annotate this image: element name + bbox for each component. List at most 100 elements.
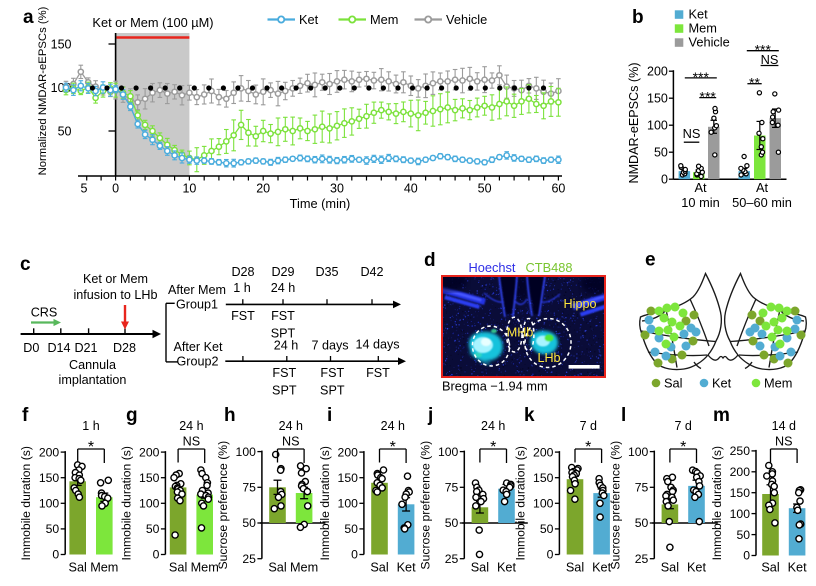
- svg-text:i: i: [327, 405, 332, 426]
- svg-text:Normalized NMDAR-eEPSCs (%): Normalized NMDAR-eEPSCs (%): [37, 6, 49, 175]
- svg-text:Sal: Sal: [664, 376, 683, 391]
- svg-text:200: 200: [533, 445, 554, 459]
- svg-text:k: k: [524, 405, 535, 426]
- svg-text:Sal: Sal: [471, 561, 489, 575]
- svg-text:0: 0: [661, 173, 668, 187]
- svg-text:50: 50: [478, 182, 492, 196]
- svg-text:Immobile duration (s): Immobile duration (s): [19, 446, 33, 560]
- svg-text:**: **: [749, 75, 760, 91]
- svg-text:NS: NS: [282, 435, 300, 449]
- svg-text:Mem: Mem: [689, 21, 717, 36]
- svg-text:implantation: implantation: [59, 373, 127, 387]
- svg-text:h: h: [224, 405, 236, 426]
- svg-text:Ket or Mem (100 µM): Ket or Mem (100 µM): [92, 15, 213, 30]
- svg-text:24 h: 24 h: [381, 419, 405, 433]
- svg-text:FST: FST: [272, 366, 296, 380]
- svg-text:30: 30: [330, 182, 344, 196]
- svg-text:Cannula: Cannula: [69, 358, 116, 372]
- svg-text:Sucrose preference (%): Sucrose preference (%): [418, 441, 432, 570]
- svg-text:Group2: Group2: [176, 355, 218, 369]
- svg-text:***: ***: [700, 89, 717, 105]
- svg-text:Immobile duration (s): Immobile duration (s): [513, 446, 527, 560]
- svg-text:At: At: [756, 180, 769, 195]
- svg-text:Group1: Group1: [176, 298, 218, 312]
- svg-text:24 h: 24 h: [179, 419, 203, 433]
- svg-text:Ket or Mem: Ket or Mem: [83, 272, 148, 286]
- svg-text:NMDAR-eEPSCs (%): NMDAR-eEPSCs (%): [627, 62, 641, 183]
- svg-text:24 h: 24 h: [271, 281, 296, 295]
- svg-text:250: 250: [730, 444, 751, 458]
- svg-text:Hoechst: Hoechst: [469, 260, 516, 275]
- svg-text:Ket: Ket: [712, 376, 732, 391]
- svg-text:Sal: Sal: [169, 561, 187, 575]
- svg-text:FST: FST: [231, 309, 255, 323]
- svg-text:Immobile duration (s): Immobile duration (s): [119, 446, 133, 560]
- svg-text:Sal: Sal: [761, 561, 779, 575]
- svg-text:LHb: LHb: [537, 351, 560, 365]
- svg-text:0: 0: [52, 548, 59, 562]
- svg-text:150: 150: [533, 471, 554, 485]
- svg-text:CTB488: CTB488: [526, 260, 573, 275]
- svg-text:*: *: [680, 439, 686, 456]
- svg-text:50: 50: [654, 146, 668, 160]
- svg-text:0: 0: [743, 549, 750, 563]
- svg-text:j: j: [427, 405, 433, 426]
- svg-text:100: 100: [236, 445, 257, 459]
- svg-text:D0: D0: [23, 341, 39, 355]
- svg-text:l: l: [621, 405, 626, 426]
- svg-text:*: *: [585, 439, 591, 456]
- svg-text:100: 100: [39, 497, 60, 511]
- svg-text:D35: D35: [315, 265, 338, 279]
- svg-text:0: 0: [112, 182, 119, 196]
- svg-text:100: 100: [628, 445, 649, 459]
- svg-text:Sal: Sal: [566, 561, 584, 575]
- svg-text:Ket: Ket: [788, 561, 808, 575]
- svg-text:100: 100: [338, 497, 359, 511]
- svg-text:a: a: [23, 7, 34, 28]
- svg-text:5: 5: [81, 182, 88, 196]
- svg-text:7 d: 7 d: [675, 419, 692, 433]
- svg-text:Mem: Mem: [370, 12, 398, 27]
- svg-text:200: 200: [730, 465, 751, 479]
- svg-text:D42: D42: [360, 265, 383, 279]
- svg-text:150: 150: [338, 471, 359, 485]
- svg-text:D21: D21: [74, 341, 97, 355]
- svg-text:Vehicle: Vehicle: [446, 12, 487, 27]
- svg-text:14 d: 14 d: [772, 419, 796, 433]
- svg-text:75: 75: [242, 481, 256, 495]
- svg-text:25: 25: [242, 552, 256, 566]
- svg-text:Time (min): Time (min): [290, 196, 351, 211]
- svg-text:75: 75: [635, 481, 649, 495]
- svg-text:10: 10: [182, 182, 196, 196]
- svg-text:FST: FST: [366, 366, 390, 380]
- svg-text:e: e: [645, 250, 656, 271]
- svg-text:50: 50: [540, 522, 554, 536]
- svg-text:0: 0: [351, 548, 358, 562]
- svg-text:m: m: [713, 405, 730, 426]
- svg-text:Ket: Ket: [299, 12, 319, 27]
- svg-text:g: g: [126, 405, 138, 426]
- svg-text:150: 150: [51, 38, 72, 52]
- svg-text:40: 40: [404, 182, 418, 196]
- svg-text:Sal: Sal: [370, 561, 388, 575]
- svg-text:NS: NS: [683, 126, 701, 141]
- svg-text:D14: D14: [47, 341, 70, 355]
- svg-text:Ket: Ket: [689, 7, 709, 22]
- svg-text:*: *: [390, 439, 396, 456]
- svg-text:Mem: Mem: [764, 376, 792, 391]
- svg-text:1 h: 1 h: [82, 419, 99, 433]
- svg-text:50: 50: [736, 528, 750, 542]
- svg-text:50: 50: [242, 516, 256, 530]
- svg-text:SPT: SPT: [320, 384, 345, 398]
- svg-text:200: 200: [647, 65, 668, 79]
- svg-text:d: d: [424, 250, 436, 271]
- svg-text:***: ***: [693, 69, 710, 85]
- svg-text:1 h: 1 h: [233, 281, 251, 295]
- svg-text:100: 100: [647, 119, 668, 133]
- svg-text:100: 100: [139, 497, 160, 511]
- svg-text:14 days: 14 days: [355, 338, 399, 352]
- svg-text:NS: NS: [775, 435, 793, 449]
- svg-text:75: 75: [445, 481, 459, 495]
- svg-text:b: b: [632, 7, 644, 28]
- svg-text:200: 200: [139, 445, 160, 459]
